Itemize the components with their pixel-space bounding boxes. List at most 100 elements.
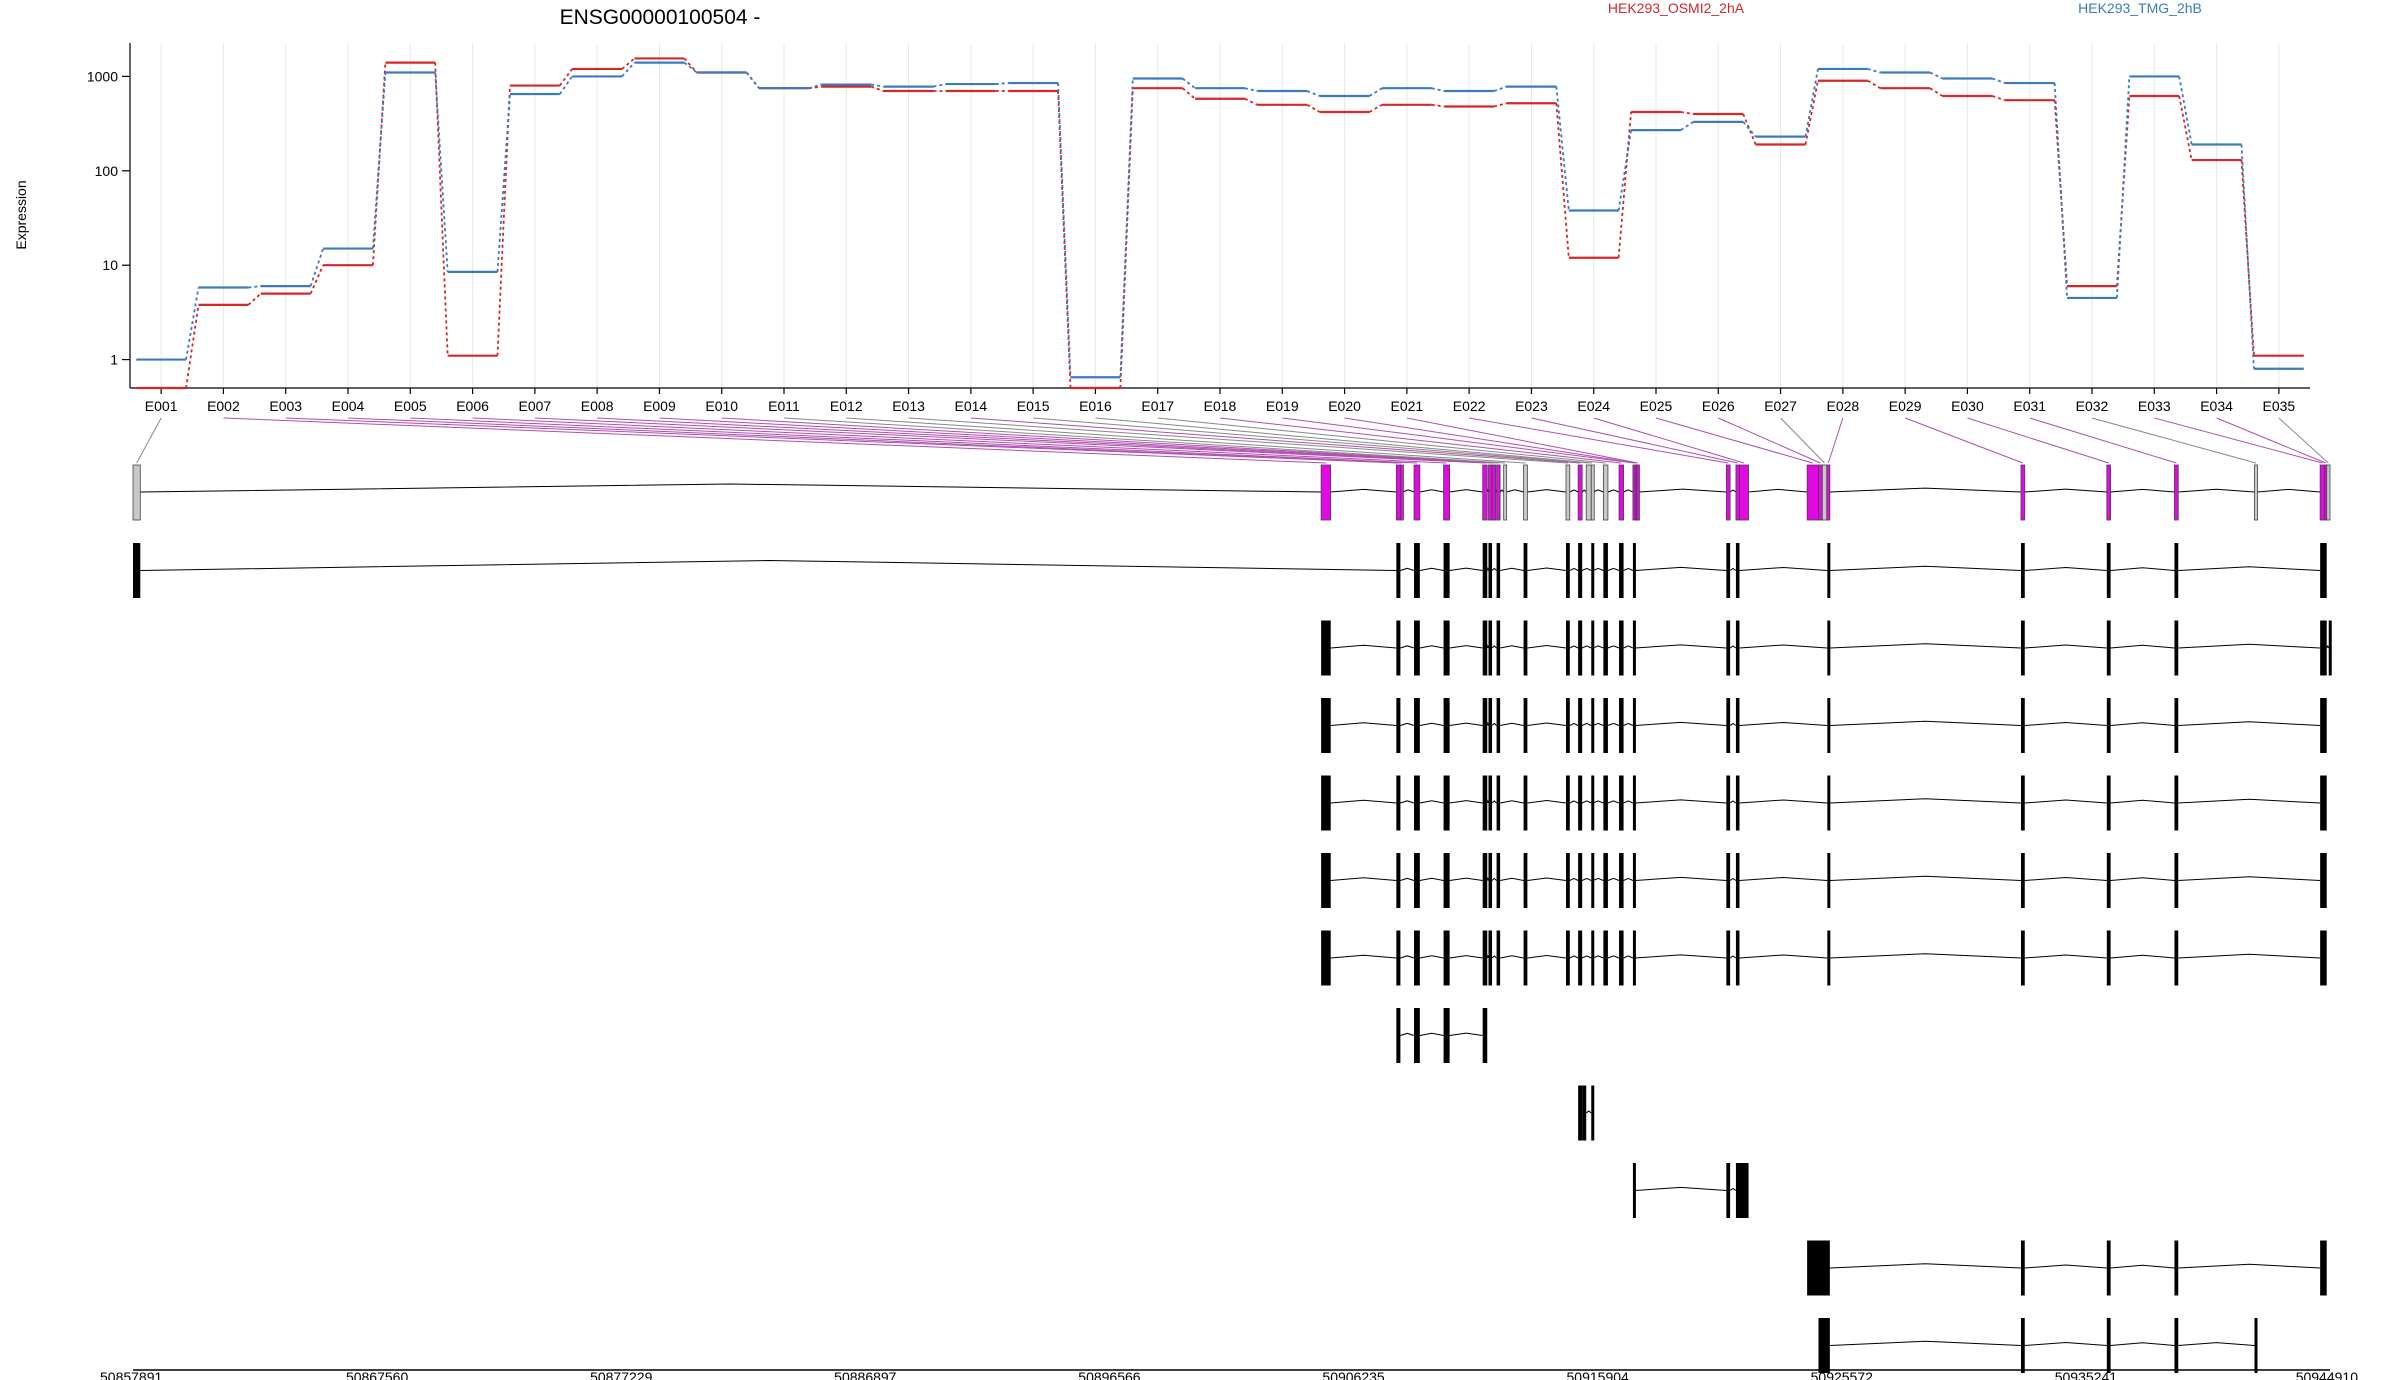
intron-line (1402, 489, 1415, 493)
exon-E035 (2326, 464, 2331, 521)
intron-line (1729, 567, 1737, 571)
transcript-exon (1443, 1008, 1450, 1063)
transcript-exon (1632, 698, 1636, 753)
data-connector (1929, 71, 1943, 80)
transcript-exon (1321, 775, 1331, 831)
intron-line (1400, 722, 1415, 726)
transcript-exon (2174, 853, 2179, 908)
intron-line (2178, 798, 2321, 804)
intron-line (2178, 643, 2321, 649)
genomic-axis: 50857891 50867560 50877229 50886897 50896566… (100, 1369, 2358, 1380)
intron-line (2110, 644, 2175, 649)
transcript-exon (1566, 620, 1570, 676)
exon-E016 (1590, 464, 1595, 521)
data-connector (248, 285, 261, 289)
intron-line (2178, 488, 2255, 493)
x-tick-label: E024 (1577, 398, 1610, 414)
intron-line (1330, 488, 1397, 493)
intron-line (1449, 489, 1483, 493)
intron-line (1623, 877, 1634, 881)
transcript-exon (1726, 1163, 1731, 1218)
transcript-exon (1566, 775, 1570, 831)
x-tick-label: E001 (145, 398, 178, 414)
intron-line (1729, 722, 1737, 726)
transcript-exon (1603, 543, 1608, 598)
x-tick-label: E025 (1640, 398, 1673, 414)
intron-line (2326, 644, 2330, 649)
transcript-exon (1578, 775, 1583, 831)
transcript-exon (1726, 698, 1731, 753)
data-connector (2116, 76, 2131, 298)
transcript-exon (1578, 620, 1583, 676)
data-connector (1555, 103, 1570, 258)
transcript-exon (133, 543, 141, 598)
x-tick-label: E022 (1453, 398, 1486, 414)
data-connector (1369, 104, 1383, 113)
data-connector (1306, 104, 1321, 113)
connector-E035 (2278, 417, 2329, 464)
transcript-exon (1578, 543, 1583, 598)
legend-label-tmg: HEK293_TMG_2hB (2078, 0, 2202, 16)
intron-line (1623, 567, 1634, 571)
x-tick-label: E004 (332, 398, 365, 414)
transcript-exon (1396, 1008, 1401, 1063)
genomic-tick-label: 50944910 (2296, 1369, 2359, 1380)
x-tick-label: E032 (2076, 398, 2109, 414)
transcript-exon (1827, 775, 1831, 831)
connector-E011 (783, 417, 1505, 464)
data-connector (870, 85, 884, 92)
intron-line (1400, 567, 1415, 571)
transcript-exon (2320, 620, 2327, 676)
transcript-exon (1726, 930, 1731, 986)
x-tick-label: E030 (1951, 398, 1984, 414)
transcript-exon (1482, 698, 1488, 753)
intron-line (1500, 645, 1524, 649)
transcript-exon (2020, 930, 2025, 986)
transcript-exon (1726, 853, 1731, 908)
transcript-exon (1496, 853, 1501, 908)
exon-E003 (1395, 464, 1401, 521)
data-connector (1555, 86, 1570, 211)
x-tick-label: E003 (269, 398, 302, 414)
connector-E016 (1095, 417, 1593, 464)
chart-title: ENSG00000100504 - (560, 6, 761, 29)
intron-line (1491, 722, 1497, 726)
transcript-exon (1807, 1240, 1830, 1296)
intron-line (1635, 721, 1727, 726)
legend-label-osmi2: HEK293_OSMI2_2hA (1608, 0, 1745, 16)
intron-line (1569, 955, 1579, 959)
y-tick-label: 10 (102, 257, 118, 273)
intron-line (2178, 953, 2321, 959)
intron-line (1569, 722, 1579, 726)
x-tick-label: E009 (643, 398, 676, 414)
transcript-exon (2320, 698, 2327, 753)
transcript-exon (1414, 698, 1420, 753)
data-connector (2240, 144, 2255, 369)
transcript-exon (2174, 1240, 2179, 1296)
intron-line (1739, 876, 1828, 881)
exon-E021 (1636, 464, 1640, 521)
transcript-exon (1735, 620, 1740, 676)
transcript-exon (1578, 853, 1583, 908)
transcript-3 (1321, 698, 2327, 753)
data-connector (995, 82, 1009, 85)
data-connector (2178, 95, 2193, 161)
connector-E010 (721, 417, 1499, 464)
x-tick-label: E028 (1827, 398, 1860, 414)
connector-E017 (1157, 417, 1606, 464)
intron-line (140, 559, 1397, 571)
transcript-exon (1735, 853, 1740, 908)
transcript-exon (1735, 543, 1740, 598)
intron-line (1500, 955, 1524, 959)
data-connector (1182, 87, 1196, 100)
intron-line (1500, 877, 1524, 881)
exon-E017 (1602, 464, 1609, 521)
intron-line (1729, 955, 1737, 959)
transcript-exon (1726, 543, 1731, 598)
intron-line (1748, 488, 1808, 493)
intron-line (1569, 645, 1579, 649)
intron-line (1419, 800, 1444, 804)
connector-E014 (970, 417, 1581, 464)
intron-line (1449, 645, 1483, 649)
data-connector (1182, 77, 1196, 89)
